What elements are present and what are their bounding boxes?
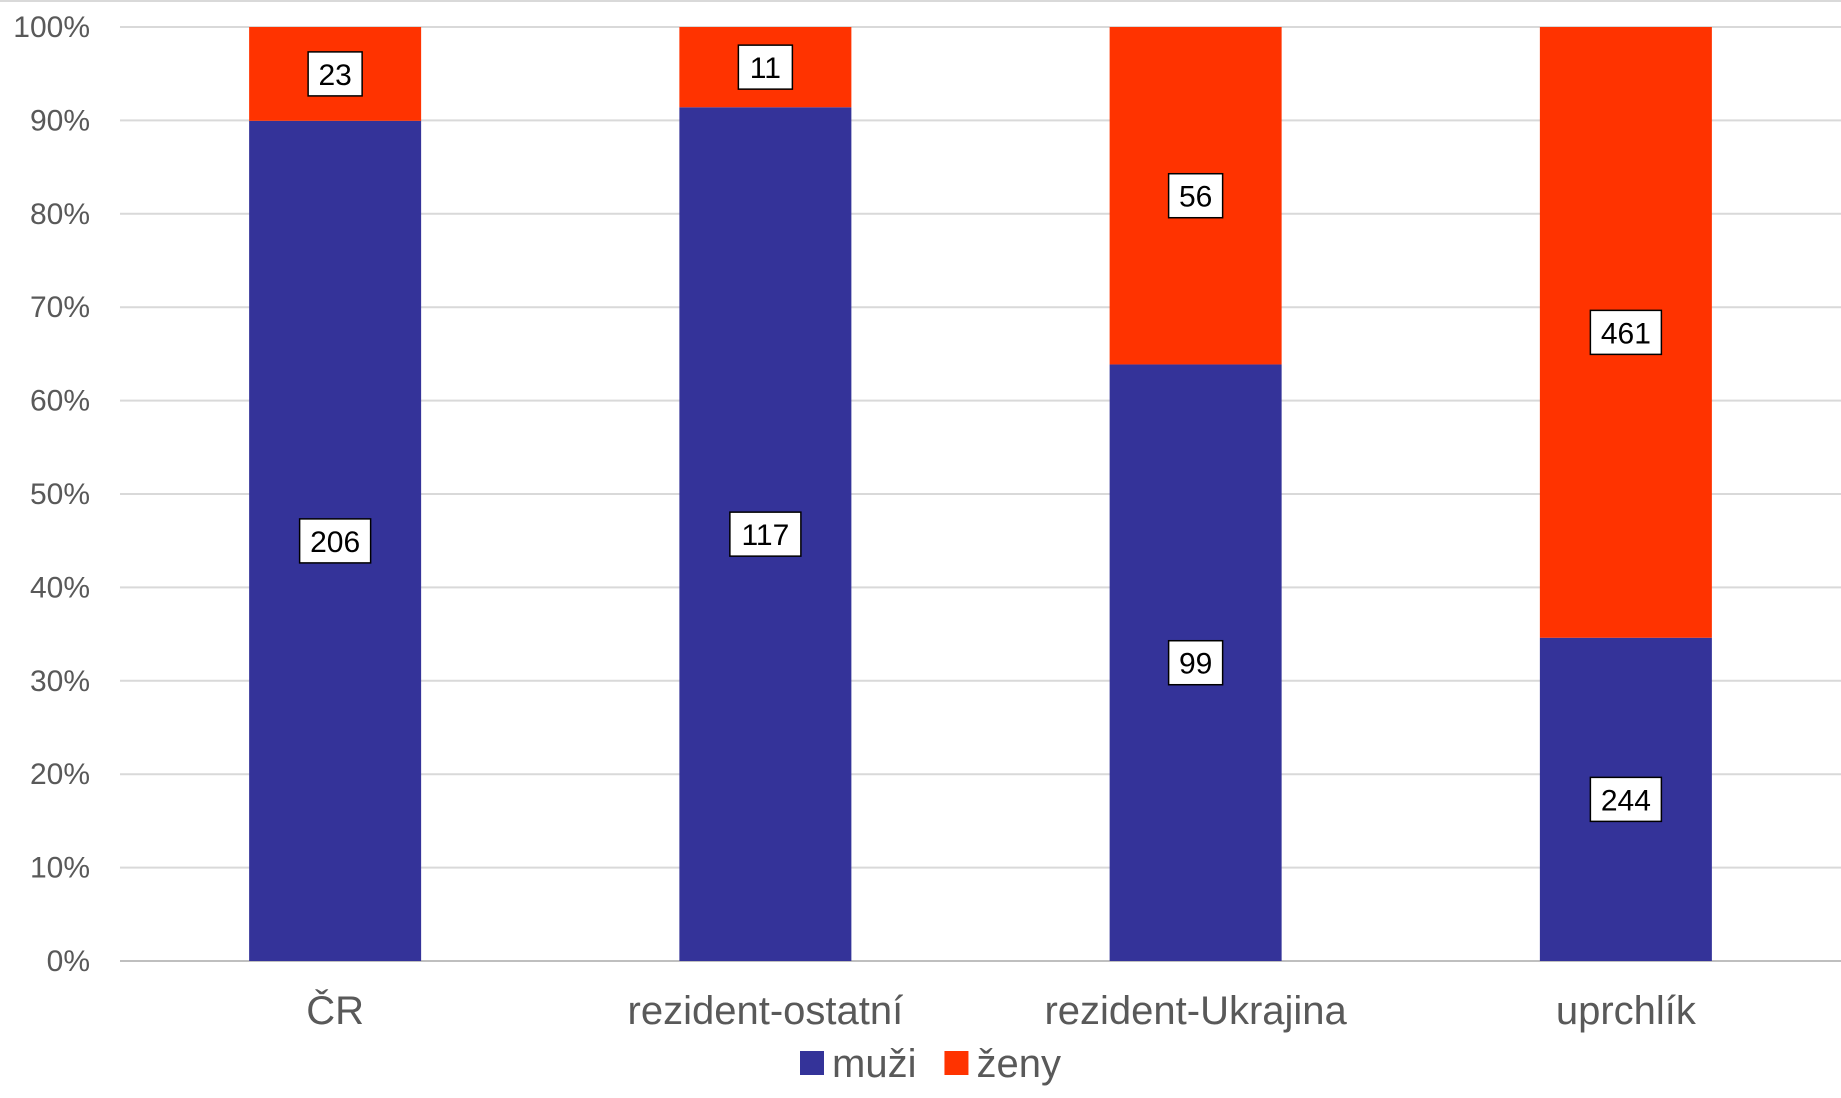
legend-swatch (944, 1051, 968, 1075)
y-tick-label: 100% (13, 11, 90, 44)
y-tick-label: 30% (30, 665, 90, 698)
y-tick-label: 40% (30, 571, 90, 604)
data-label: 56 (1179, 181, 1212, 214)
legend-label: ženy (976, 1042, 1061, 1086)
y-tick-label: 0% (47, 945, 90, 978)
data-label: 461 (1601, 317, 1651, 350)
y-tick-label: 70% (30, 291, 90, 324)
data-label: 11 (750, 52, 781, 85)
data-label: 23 (318, 59, 351, 92)
data-label: 117 (741, 519, 789, 552)
y-tick-label: 60% (30, 385, 90, 418)
x-category-label: ČR (306, 988, 364, 1033)
data-label: 99 (1179, 648, 1212, 681)
y-tick-label: 80% (30, 198, 90, 231)
y-tick-label: 90% (30, 104, 90, 137)
x-category-label: rezident-ostatní (628, 989, 904, 1033)
y-tick-label: 50% (30, 478, 90, 511)
x-category-label: rezident-Ukrajina (1044, 989, 1347, 1033)
legend-swatch (800, 1051, 824, 1075)
data-label: 244 (1601, 784, 1651, 817)
y-tick-label: 20% (30, 758, 90, 791)
data-label: 206 (310, 526, 360, 559)
y-tick-label: 10% (30, 852, 90, 885)
x-category-label: uprchlík (1556, 989, 1697, 1033)
legend-label: muži (832, 1042, 916, 1086)
